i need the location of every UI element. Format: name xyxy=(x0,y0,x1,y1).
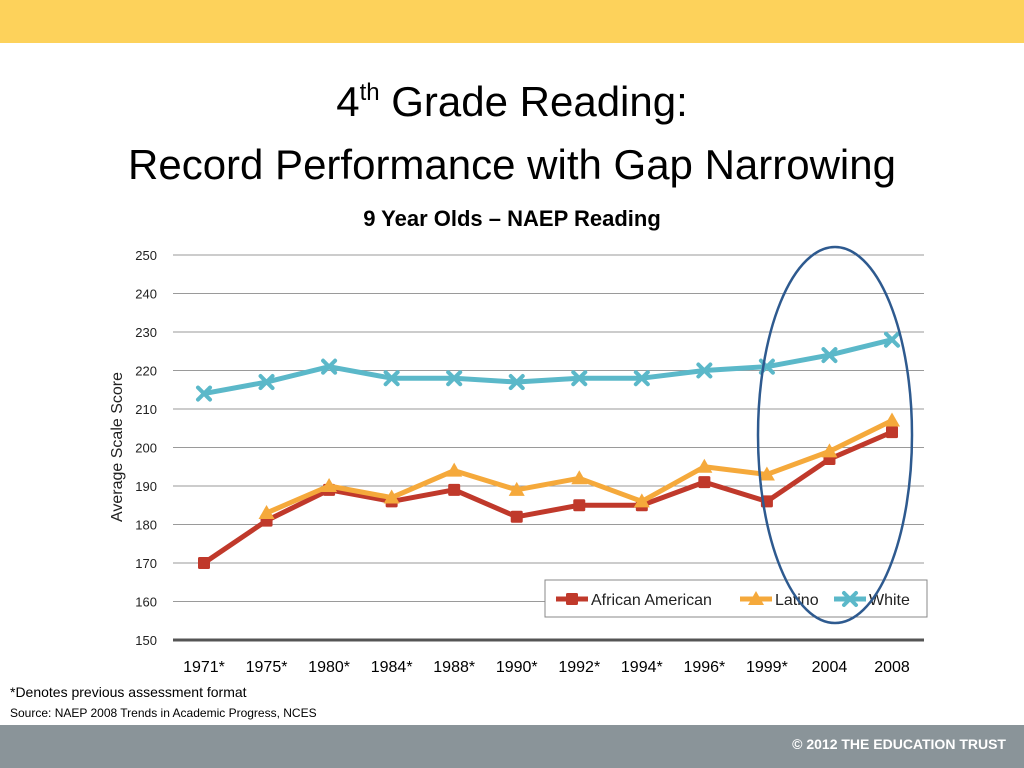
chart-title: 9 Year Olds – NAEP Reading xyxy=(363,206,661,231)
series-line-african-american xyxy=(202,429,893,566)
x-tick-label: 1992* xyxy=(558,659,600,676)
data-point-latino xyxy=(321,478,338,492)
x-tick-label: 1994* xyxy=(621,659,663,676)
data-point-latino xyxy=(508,481,525,496)
data-point-latino xyxy=(258,504,275,519)
highlight-ellipse xyxy=(756,245,914,625)
data-point-white xyxy=(571,370,588,387)
x-tick-label: 2004 xyxy=(812,659,848,676)
data-point-white xyxy=(446,370,463,387)
data-point-latino xyxy=(446,462,463,477)
x-tick-label: 1999* xyxy=(746,659,788,676)
data-point-latino xyxy=(821,443,838,458)
legend-marker xyxy=(566,593,578,605)
data-point-white xyxy=(258,374,275,391)
data-point-latino xyxy=(571,470,588,485)
slide-title-line1: 4th Grade Reading: xyxy=(0,74,1024,137)
slide-title: 4th Grade Reading: Record Performance wi… xyxy=(0,74,1024,193)
data-point-african-american xyxy=(448,483,461,496)
y-tick-label: 170 xyxy=(135,556,157,571)
legend-label: African American xyxy=(591,592,712,609)
data-point-white xyxy=(383,370,400,387)
data-point-african-american xyxy=(510,510,523,523)
legend-item-african-american: African American xyxy=(556,592,712,609)
legend-marker xyxy=(748,591,764,605)
data-point-white xyxy=(633,370,650,387)
y-tick-label: 250 xyxy=(135,248,157,263)
data-point-african-american xyxy=(198,557,210,569)
data-point-white xyxy=(696,362,713,379)
series-african-american xyxy=(198,426,898,569)
legend-item-latino: Latino xyxy=(740,591,819,609)
slide-title-line2: Record Performance with Gap Narrowing xyxy=(128,141,896,188)
x-tick-label: 1980* xyxy=(308,659,350,676)
x-tick-label: 1984* xyxy=(371,659,413,676)
data-point-latino xyxy=(696,458,713,473)
title-number: 4 xyxy=(336,78,360,125)
x-tick-label: 1975* xyxy=(246,659,288,676)
top-accent-bar xyxy=(0,0,1024,43)
footnote: *Denotes previous assessment format xyxy=(10,684,247,700)
data-point-white xyxy=(821,347,838,364)
data-point-african-american xyxy=(698,476,711,489)
title-superscript: th xyxy=(359,79,380,106)
data-point-latino xyxy=(633,493,650,508)
series-white xyxy=(196,331,900,402)
series-latino xyxy=(258,412,900,519)
data-point-african-american xyxy=(886,426,898,439)
data-point-african-american xyxy=(573,499,586,512)
x-tick-label: 1996* xyxy=(683,659,725,676)
copyright-text: © 2012 THE EDUCATION TRUST xyxy=(792,736,1006,752)
y-axis-ticks: 150 160 170 180 190 200 210 220 230 240 250 xyxy=(135,248,157,648)
series-line-white xyxy=(203,337,893,397)
y-tick-label: 220 xyxy=(135,364,157,379)
data-point-latino xyxy=(758,466,775,481)
y-tick-label: 160 xyxy=(135,595,157,610)
data-point-latino xyxy=(884,412,900,427)
y-tick-label: 210 xyxy=(135,402,157,417)
x-tick-label: 1971* xyxy=(183,659,225,676)
x-tick-label: 1988* xyxy=(433,659,475,676)
data-point-white xyxy=(508,374,525,391)
series-line-latino xyxy=(265,418,894,516)
legend-item-white: White xyxy=(834,591,910,609)
bottom-bar: © 2012 THE EDUCATION TRUST xyxy=(0,725,1024,768)
y-tick-label: 190 xyxy=(135,479,157,494)
y-axis-label: Average Scale Score xyxy=(109,372,126,522)
source-note: Source: NAEP 2008 Trends in Academic Pro… xyxy=(10,706,317,720)
x-tick-label: 2008 xyxy=(874,659,910,676)
legend-label: Latino xyxy=(775,592,819,609)
y-tick-label: 240 xyxy=(135,287,157,302)
data-point-white xyxy=(321,358,338,375)
title-rest: Grade Reading: xyxy=(379,78,688,125)
y-tick-label: 150 xyxy=(135,633,157,648)
data-point-white xyxy=(196,385,212,402)
x-axis-ticks: 1971* 1975* 1980* 1984* 1988* 1990* 1992* 1994*… xyxy=(183,659,910,676)
x-tick-label: 1990* xyxy=(496,659,538,676)
y-tick-label: 180 xyxy=(135,518,157,533)
chart-legend: African American Latino White xyxy=(544,579,928,618)
y-tick-label: 230 xyxy=(135,325,157,340)
chart-series xyxy=(196,331,900,569)
legend-label: White xyxy=(869,592,910,609)
y-tick-label: 200 xyxy=(135,441,157,456)
legend-marker xyxy=(842,591,858,607)
data-point-white xyxy=(884,331,900,348)
data-point-latino xyxy=(383,489,400,504)
